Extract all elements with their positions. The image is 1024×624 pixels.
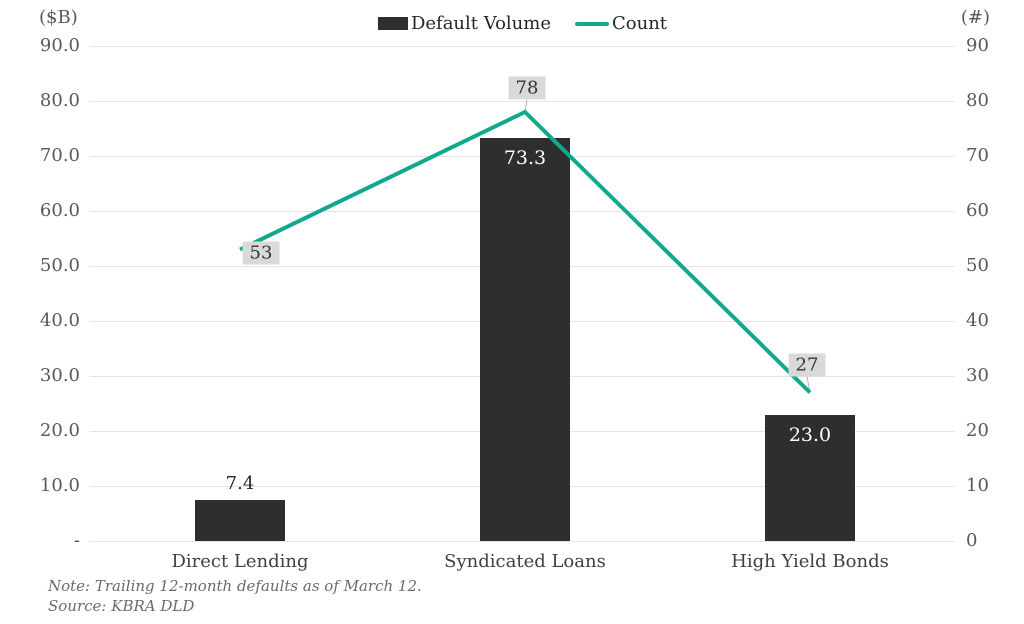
right-axis-tick-label: 20 <box>966 420 989 441</box>
legend-label-count: Count <box>612 13 668 34</box>
left-axis-unit-label: ($B) <box>39 7 78 28</box>
default-volume-bar <box>480 137 570 541</box>
count-value-label: 53 <box>242 241 280 264</box>
left-axis-tick-label: 80.0 <box>39 90 80 111</box>
footnotes: Note: Trailing 12-month defaults as of M… <box>48 576 422 616</box>
right-axis-tick-label: 70 <box>966 145 989 166</box>
count-value-label: 78 <box>508 76 546 100</box>
right-axis-unit-label: (#) <box>960 7 990 28</box>
gridline <box>90 541 955 542</box>
gridline <box>90 101 955 102</box>
right-axis-tick-label: 80 <box>966 90 989 111</box>
bar-swatch-icon <box>377 17 408 30</box>
right-axis-tick-label: 30 <box>966 365 989 386</box>
category-label: Direct Lending <box>171 551 309 572</box>
legend-label-default-volume: Default Volume <box>410 13 551 34</box>
bar-value-label: 73.3 <box>503 146 547 169</box>
right-axis-tick-label: 40 <box>966 310 989 331</box>
right-axis-tick-label: 90 <box>966 35 989 56</box>
note-text: Note: Trailing 12-month defaults as of M… <box>48 577 422 595</box>
label-leader-line <box>806 376 811 393</box>
right-axis-tick-label: 50 <box>966 255 989 276</box>
left-axis-tick-label: 50.0 <box>39 255 80 276</box>
left-axis-tick-label: 30.0 <box>39 365 80 386</box>
bar-value-label: 7.4 <box>225 473 255 495</box>
right-axis-tick-label: 10 <box>966 475 989 496</box>
right-axis-tick-label: 60 <box>966 200 989 221</box>
left-axis-tick-label: 70.0 <box>39 145 80 166</box>
left-axis-tick-label: - <box>73 530 80 551</box>
left-axis-tick-label: 60.0 <box>39 200 80 221</box>
gridline <box>90 46 955 47</box>
legend-item-default-volume: Default Volume <box>377 13 551 34</box>
default-volume-bar <box>195 500 285 541</box>
count-value-label: 27 <box>788 353 826 376</box>
source-text: Source: KBRA DLD <box>48 597 195 615</box>
left-axis-tick-label: 20.0 <box>39 420 80 441</box>
category-label: High Yield Bonds <box>731 551 889 572</box>
left-axis-tick-label: 10.0 <box>39 475 80 496</box>
legend: Default Volume Count <box>90 13 955 34</box>
left-axis-tick-label: 40.0 <box>39 310 80 331</box>
legend-item-count: Count <box>575 13 667 34</box>
left-axis-tick-label: 90.0 <box>39 35 80 56</box>
right-axis-tick-label: 0 <box>966 530 978 551</box>
default-volume-bar <box>765 414 855 541</box>
line-swatch-icon <box>575 21 609 26</box>
bar-value-label: 23.0 <box>788 423 832 446</box>
category-label: Syndicated Loans <box>444 551 606 572</box>
